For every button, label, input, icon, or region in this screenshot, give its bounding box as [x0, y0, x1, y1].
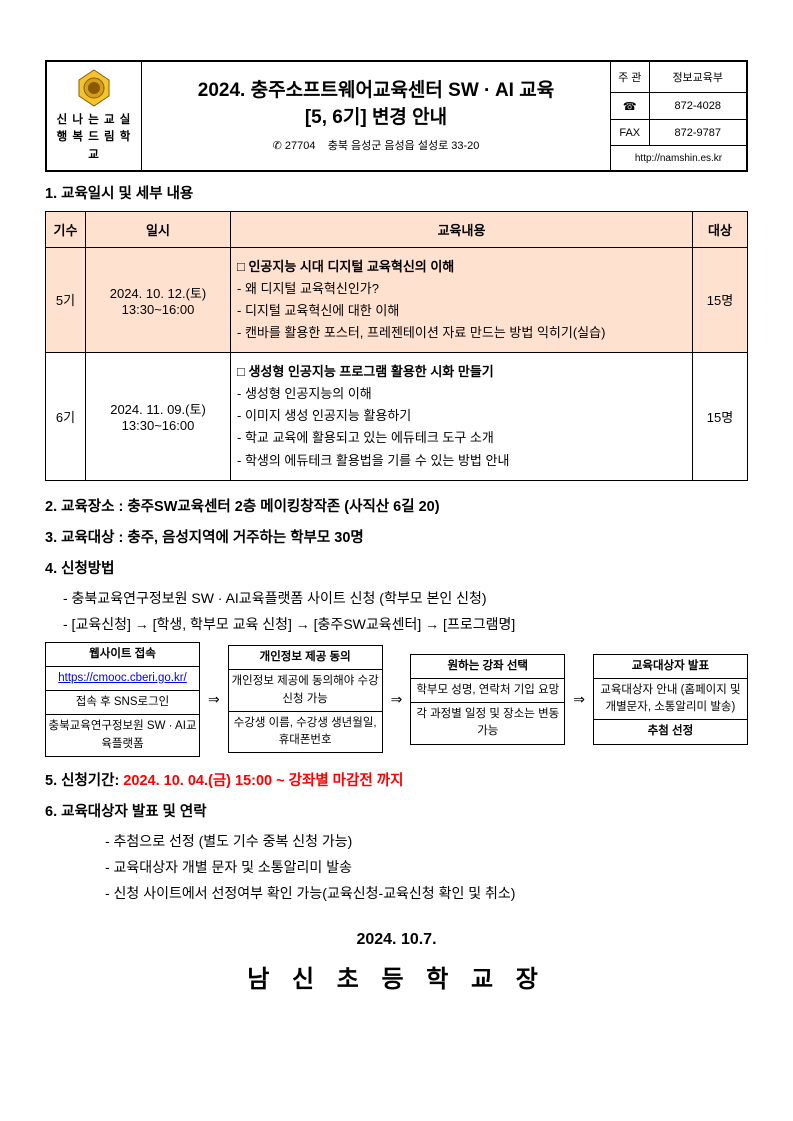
th-date: 일시	[86, 211, 231, 247]
section6-item0: - 추첨으로 선정 (별도 기수 중복 신청 가능)	[105, 831, 748, 851]
flow2-row1: 개인정보 제공에 동의해야 수강 신청 가능	[229, 670, 382, 712]
schedule-table: 기수 일시 교육내용 대상 5기 2024. 10. 12.(토) 13:30~…	[45, 211, 748, 481]
contact-url: http://namshin.es.kr	[611, 146, 746, 170]
row6-content-item3: - 학생의 에듀테크 활용법을 기를 수 있는 방법 안내	[237, 450, 686, 472]
flow2-title: 개인정보 제공 동의	[229, 646, 382, 670]
th-content: 교육내용	[231, 211, 693, 247]
flow4-title: 교육대상자 발표	[594, 655, 747, 679]
section4-sub2: - [교육신청] → [학생, 학부모 교육 신청] → [충주SW교육센터] …	[63, 614, 748, 634]
flow4-row2: 추첨 선정	[594, 720, 747, 743]
flow-row: 웹사이트 접속 https://cmooc.cberi.go.kr/ 접속 후 …	[45, 642, 748, 757]
logo-text-line1: 신 나 는 교 실	[57, 112, 132, 129]
flow-box-3: 원하는 강좌 선택 학부모 성명, 연락처 기입 요망 각 과정별 일정 및 장…	[410, 654, 565, 745]
address-row: ✆ 27704 충북 음성군 음성읍 설성로 33-20	[273, 137, 480, 153]
flow1-row2: 접속 후 SNS로그인	[46, 691, 199, 715]
contact-label-dept: 주 관	[611, 62, 649, 93]
section6-item2: - 신청 사이트에서 선정여부 확인 가능(교육신청-교육신청 확인 및 취소)	[105, 883, 748, 903]
row6-content: □ 생성형 인공지능 프로그램 활용한 시화 만들기 - 생성형 인공지능의 이…	[231, 353, 693, 480]
section6-item1: - 교육대상자 개별 문자 및 소통알리미 발송	[105, 857, 748, 877]
main-title-line1: 2024. 충주소프트웨어교육센터 SW · AI 교육	[198, 78, 554, 105]
contact-label-fax: FAX	[611, 120, 649, 146]
section5-red-text: 2024. 10. 04.(금) 15:00 ~ 강좌별 마감전 까지	[123, 773, 403, 789]
contact-val-fax: 872-9787	[649, 120, 746, 146]
flow-arrow-1: ⇒	[206, 691, 222, 708]
th-target: 대상	[693, 211, 748, 247]
section3: 3. 교육대상 : 충주, 음성지역에 거주하는 학부모 30명	[45, 526, 748, 547]
section5-label: 5. 신청기간:	[45, 773, 119, 789]
row6-content-item2: - 학교 교육에 활용되고 있는 에듀테크 도구 소개	[237, 427, 686, 449]
row5-content-item0: - 왜 디지털 교육혁신인가?	[237, 278, 686, 300]
section4-sub1: - 충북교육연구정보원 SW · AI교육플랫폼 사이트 신청 (학부모 본인 …	[63, 588, 748, 608]
address-text: 충북 음성군 음성읍 설성로 33-20	[328, 140, 480, 152]
school-logo-icon	[74, 68, 114, 108]
row5-date-line1: 2024. 10. 12.(토)	[92, 283, 224, 302]
th-kisu: 기수	[46, 211, 86, 247]
logo-text-line2: 행 복 드 림 학 교	[49, 129, 139, 164]
section2: 2. 교육장소 : 충주SW교육센터 2층 메이킹창작존 (사직산 6길 20)	[45, 495, 748, 516]
footer-date: 2024. 10.7.	[45, 931, 748, 949]
flow1-row3: 충북교육연구정보원 SW · AI교육플랫폼	[46, 715, 199, 756]
flow-box-1: 웹사이트 접속 https://cmooc.cberi.go.kr/ 접속 후 …	[45, 642, 200, 757]
row6-date-line2: 13:30~16:00	[92, 418, 224, 433]
flow4-row1: 교육대상자 안내 (홈페이지 및 개별문자, 소통알리미 발송)	[594, 679, 747, 721]
logo-cell: 신 나 는 교 실 행 복 드 림 학 교	[47, 62, 142, 170]
flow2-row2: 수강생 이름, 수강생 생년월일, 휴대폰번호	[229, 712, 382, 753]
flow-arrow-3: ⇒	[571, 691, 587, 708]
row6-date-line1: 2024. 11. 09.(토)	[92, 399, 224, 418]
contact-val-phone: 872-4028	[649, 93, 746, 120]
main-title-line2: [5, 6기] 변경 안내	[305, 105, 447, 132]
row5-content-item2: - 캔바를 활용한 포스터, 프레젠테이션 자료 만드는 방법 익히기(실습)	[237, 322, 686, 344]
flow-arrow-2: ⇒	[389, 691, 405, 708]
row5-content: □ 인공지능 시대 디지털 교육혁신의 이해 - 왜 디지털 교육혁신인가? -…	[231, 247, 693, 352]
row6-kisu: 6기	[46, 353, 86, 480]
row6-date: 2024. 11. 09.(토) 13:30~16:00	[86, 353, 231, 480]
flow3-title: 원하는 강좌 선택	[411, 655, 564, 679]
flow1-link[interactable]: https://cmooc.cberi.go.kr/	[58, 672, 186, 684]
row5-content-item1: - 디지털 교육혁신에 대한 이해	[237, 300, 686, 322]
section4: 4. 신청방법	[45, 557, 748, 578]
row6-target: 15명	[693, 353, 748, 480]
flow-box-4: 교육대상자 발표 교육대상자 안내 (홈페이지 및 개별문자, 소통알리미 발송…	[593, 654, 748, 745]
footer-signature: 남 신 초 등 학 교 장	[45, 959, 748, 994]
postal-code: 27704	[285, 140, 316, 152]
flow1-title: 웹사이트 접속	[46, 643, 199, 667]
row6-content-item1: - 이미지 생성 인공지능 활용하기	[237, 405, 686, 427]
contact-val-dept: 정보교육부	[649, 62, 746, 93]
contact-cell: 주 관 정보교육부 ☎ 872-4028 FAX 872-9787 http:/…	[611, 62, 746, 170]
schedule-row-6: 6기 2024. 11. 09.(토) 13:30~16:00 □ 생성형 인공…	[46, 353, 748, 480]
row5-content-title: □ 인공지능 시대 디지털 교육혁신의 이해	[237, 256, 686, 278]
flow-box-2: 개인정보 제공 동의 개인정보 제공에 동의해야 수강 신청 가능 수강생 이름…	[228, 645, 383, 753]
section6: 6. 교육대상자 발표 및 연락	[45, 800, 748, 821]
flow3-row2: 각 과정별 일정 및 장소는 변동가능	[411, 703, 564, 744]
section5: 5. 신청기간: 2024. 10. 04.(금) 15:00 ~ 강좌별 마감…	[45, 769, 748, 790]
row5-date-line2: 13:30~16:00	[92, 302, 224, 317]
document-header: 신 나 는 교 실 행 복 드 림 학 교 2024. 충주소프트웨어교육센터 …	[45, 60, 748, 172]
row6-content-title: □ 생성형 인공지능 프로그램 활용한 시화 만들기	[237, 361, 686, 383]
row5-target: 15명	[693, 247, 748, 352]
row5-date: 2024. 10. 12.(토) 13:30~16:00	[86, 247, 231, 352]
schedule-row-5: 5기 2024. 10. 12.(토) 13:30~16:00 □ 인공지능 시…	[46, 247, 748, 352]
contact-label-phone: ☎	[611, 93, 649, 120]
postal-icon: ✆	[273, 140, 285, 152]
section1-title: 1. 교육일시 및 세부 내용	[45, 182, 748, 203]
flow3-row1: 학부모 성명, 연락처 기입 요망	[411, 679, 564, 703]
row6-content-item0: - 생성형 인공지능의 이해	[237, 383, 686, 405]
title-cell: 2024. 충주소프트웨어교육센터 SW · AI 교육 [5, 6기] 변경 …	[142, 62, 611, 170]
row5-kisu: 5기	[46, 247, 86, 352]
